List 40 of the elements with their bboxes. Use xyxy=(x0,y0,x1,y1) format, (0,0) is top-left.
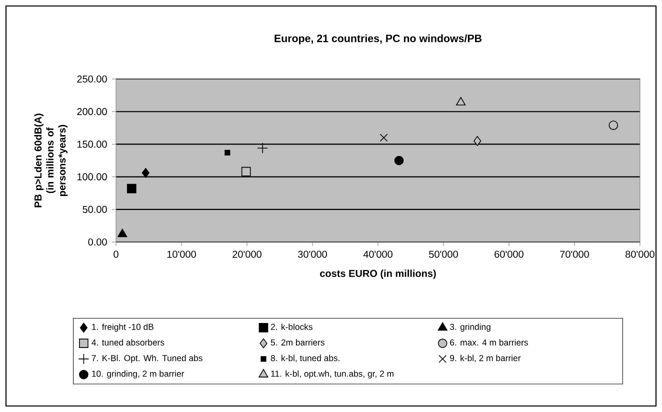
point xyxy=(257,142,268,154)
point xyxy=(126,184,136,194)
x-tick-label: 50'000 xyxy=(429,250,458,258)
x-tick-label: 20'000 xyxy=(232,250,262,258)
y-axis-title: PB p>Lden 60dB(A) (in millions of persons*years) xyxy=(34,114,68,208)
legend-label: 8. k-bl, tuned abs. xyxy=(270,354,340,362)
y-tick-label: 200.00 xyxy=(77,108,107,116)
y-tick-label: 150.00 xyxy=(77,140,107,148)
legend-label: 2. k-blocks xyxy=(270,324,312,330)
legend-label: 10. grinding, 2 m barrier xyxy=(92,370,184,378)
x-tick-label: 30'000 xyxy=(298,250,327,258)
x-tick-label: 10'000 xyxy=(167,250,196,258)
legend-label: 4. tuned absorbers xyxy=(92,339,164,346)
point xyxy=(241,166,251,176)
y-tick-label: 0.00 xyxy=(88,238,107,246)
y-tick-label: 100.00 xyxy=(77,173,107,180)
legend-label: 5. 2m barriers xyxy=(270,339,324,346)
x-axis-title: costs EURO (in millions) xyxy=(320,270,436,279)
point xyxy=(224,150,230,156)
x-tick-label: 70'000 xyxy=(560,250,589,258)
y-tick-label: 250.00 xyxy=(77,75,107,83)
legend-label: 11. k-bl, opt.wh, tun.abs, gr, 2 m xyxy=(271,370,394,378)
x-tick-label: 60'000 xyxy=(494,250,524,258)
point xyxy=(456,97,466,106)
point xyxy=(394,156,404,166)
point xyxy=(118,228,128,238)
legend-label: 3. grinding xyxy=(450,324,490,332)
legend-label: 6. max. 4 m barriers xyxy=(450,339,528,346)
chart-title: Europe, 21 countries, PC no windows/PB xyxy=(274,34,482,44)
point xyxy=(380,134,388,142)
point xyxy=(474,136,482,146)
x-tick-label: 0 xyxy=(114,250,118,258)
x-tick-label: 80'000 xyxy=(626,250,654,258)
point xyxy=(142,168,150,178)
point xyxy=(608,120,618,130)
legend-label: 7. K-Bl. Opt. Wh. Tuned abs xyxy=(92,354,202,363)
legend-label: 9. k-bl, 2 m barrier xyxy=(450,354,521,362)
x-tick-label: 40'000 xyxy=(363,250,392,258)
y-tick-label: 50.00 xyxy=(82,206,107,213)
legend-label: 1. freight -10 dB xyxy=(92,324,154,332)
